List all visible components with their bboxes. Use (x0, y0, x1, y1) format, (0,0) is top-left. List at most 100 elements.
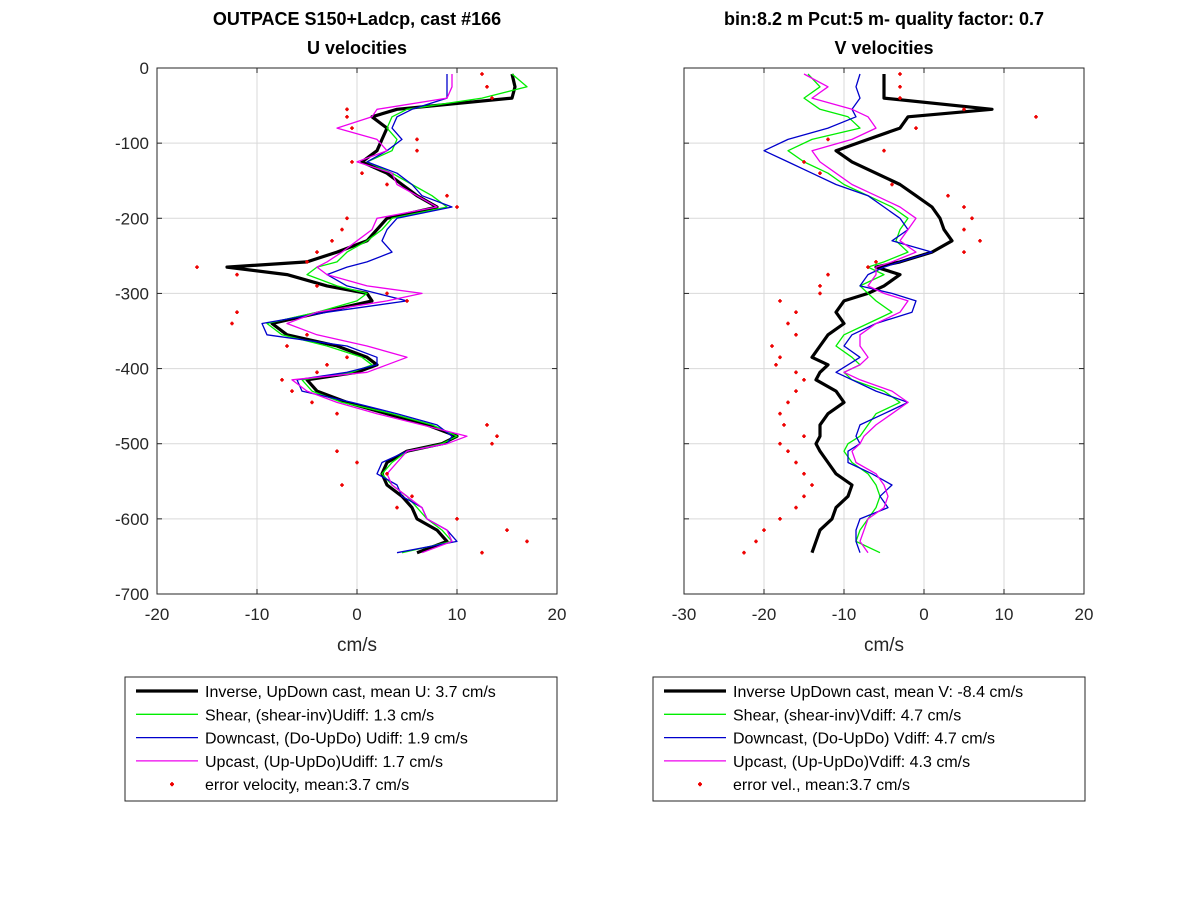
legend-label: Shear, (shear-inv)Vdiff: 4.7 cm/s (733, 707, 961, 724)
error-point (826, 137, 830, 142)
chart-subtitle: V velocities (834, 38, 933, 58)
error-point (774, 363, 778, 367)
error-point (315, 370, 319, 375)
error-point (415, 148, 419, 153)
error-point (290, 389, 294, 393)
x-tick-label: -10 (245, 605, 270, 624)
legend-label: Inverse, UpDown cast, mean U: 3.7 cm/s (205, 684, 496, 701)
error-point (802, 434, 806, 438)
y-tick-label: -400 (115, 360, 149, 379)
error-point (330, 239, 334, 243)
error-point (315, 284, 319, 288)
error-point (794, 505, 798, 510)
legend-item-downcast: Downcast, (Do-UpDo) Vdiff: 4.7 cm/s (664, 731, 995, 748)
x-tick-label: 0 (352, 605, 361, 624)
chart-subtitle: U velocities (307, 38, 407, 58)
error-point (325, 363, 329, 367)
error-point (866, 265, 870, 269)
downcast-series-line (763, 73, 933, 553)
error-point (385, 182, 389, 187)
x-tick-label: -20 (145, 605, 170, 624)
error-point (395, 505, 399, 510)
legend-label: error velocity, mean:3.7 cm/s (205, 777, 409, 794)
chart-title: bin:8.2 m Pcut:5 m- quality factor: 0.7 (724, 9, 1044, 29)
error-point (345, 115, 349, 119)
chart-title: OUTPACE S150+Ladcp, cast #166 (213, 9, 501, 29)
legend-box (124, 676, 558, 802)
error-point (495, 434, 499, 438)
error-point (415, 137, 419, 142)
error-point (778, 299, 782, 303)
error-point (525, 539, 529, 544)
x-tick-label: 20 (548, 605, 567, 624)
error-point (962, 205, 966, 209)
error-point (786, 400, 790, 405)
error-point (235, 272, 239, 277)
x-tick-label: -10 (832, 605, 857, 624)
legend-item-error: error velocity, mean:3.7 cm/s (170, 777, 409, 794)
x-tick-label: 20 (1075, 605, 1094, 624)
legend-item-shear: Shear, (shear-inv)Udiff: 1.3 cm/s (136, 707, 434, 724)
legend-item-downcast: Downcast, (Do-UpDo) Udiff: 1.9 cm/s (136, 731, 468, 748)
x-tick-label: 0 (919, 605, 928, 624)
error-point (770, 344, 774, 348)
inverse-series-line (810, 74, 994, 554)
error-point (305, 260, 309, 264)
x-axis-label: cm/s (337, 635, 377, 656)
error-point (962, 107, 966, 112)
error-point (385, 291, 389, 296)
error-point (230, 321, 234, 326)
error-point (455, 517, 459, 521)
error-point (1034, 115, 1038, 119)
error-point (794, 389, 798, 393)
legend: Inverse, UpDown cast, mean U: 3.7 cm/s Sh… (124, 676, 558, 802)
error-point (335, 411, 339, 416)
error-point (778, 441, 782, 446)
legend-label: error vel., mean:3.7 cm/s (733, 777, 910, 794)
upcast-series-line (286, 74, 468, 554)
error-point (794, 310, 798, 315)
legend-label: Upcast, (Up-UpDo)Vdiff: 4.3 cm/s (733, 754, 970, 771)
error-point (335, 449, 339, 454)
legend-item-inverse: Inverse, UpDown cast, mean U: 3.7 cm/s (136, 684, 496, 701)
error-point (360, 171, 364, 175)
error-point (802, 494, 806, 499)
y-tick-label: -600 (115, 510, 149, 529)
error-point (350, 126, 354, 130)
legend-label: Upcast, (Up-UpDo)Udiff: 1.7 cm/s (205, 754, 443, 771)
legend-label: Shear, (shear-inv)Udiff: 1.3 cm/s (205, 707, 434, 724)
error-point (794, 332, 798, 337)
error-point (778, 517, 782, 521)
x-tick-label: 10 (448, 605, 467, 624)
legend: Inverse UpDown cast, mean V: -8.4 cm/s Sh… (652, 676, 1086, 802)
error-point (778, 411, 782, 416)
error-point (762, 528, 766, 532)
error-point (340, 227, 344, 232)
error-point (195, 265, 199, 269)
x-tick-label: 10 (995, 605, 1014, 624)
error-point (280, 378, 284, 382)
legend-item-error: error vel., mean:3.7 cm/s (698, 777, 910, 794)
y-tick-label: -200 (115, 209, 149, 228)
x-tick-label: -30 (672, 605, 697, 624)
error-point (754, 539, 758, 544)
error-point (970, 216, 974, 221)
error-point (340, 483, 344, 487)
error-point (490, 441, 494, 446)
plot-area (684, 68, 1084, 594)
error-point (480, 550, 484, 555)
error-point (350, 160, 354, 164)
axes-box (683, 67, 1085, 595)
error-point (485, 423, 489, 427)
error-point (505, 528, 509, 532)
error-point (810, 483, 814, 487)
v-velocity-panel: -30 -20 -10 0 10 20 bin:8.2 m Pcut:5 m- qualit… (652, 9, 1094, 802)
error-point (405, 299, 409, 303)
error-point (310, 400, 314, 405)
error-point (235, 310, 239, 315)
error-point (778, 355, 782, 360)
x-tick-label: -20 (752, 605, 777, 624)
y-tick-label: -100 (115, 134, 149, 153)
legend-item-upcast: Upcast, (Up-UpDo)Vdiff: 4.3 cm/s (664, 754, 970, 771)
